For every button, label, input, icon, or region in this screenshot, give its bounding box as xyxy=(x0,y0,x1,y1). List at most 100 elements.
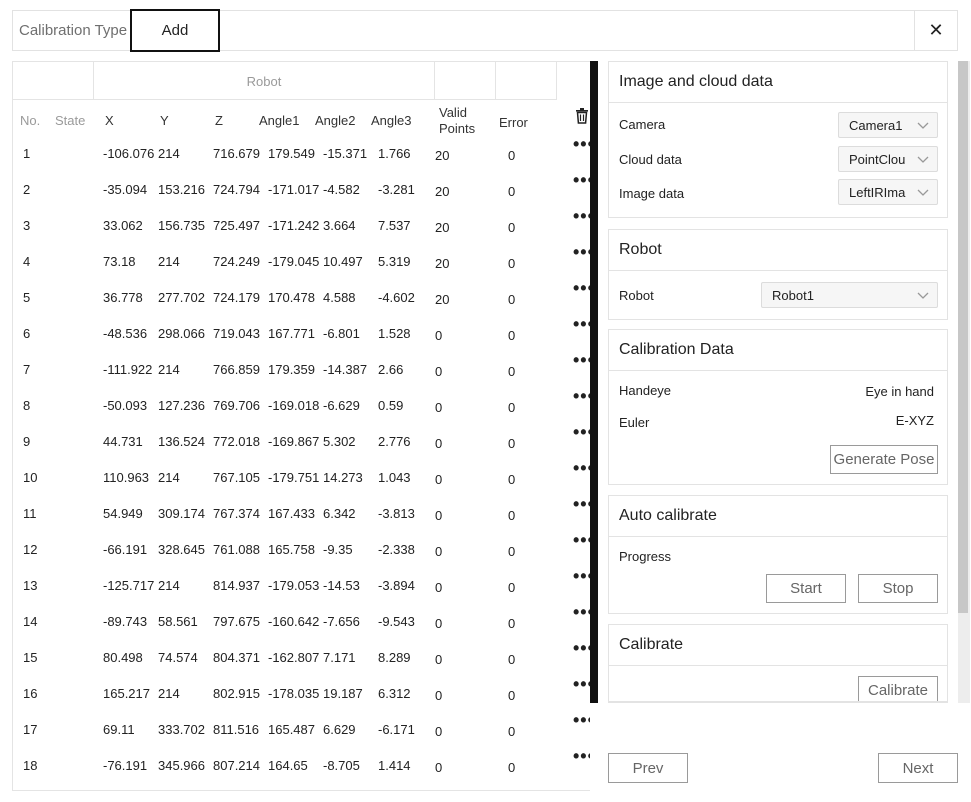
more-icon[interactable]: ••• xyxy=(573,350,590,370)
cell-angle1: -171.017 xyxy=(268,182,320,197)
more-icon[interactable]: ••• xyxy=(573,314,590,334)
col-x: X xyxy=(105,113,114,128)
more-icon[interactable]: ••• xyxy=(573,746,590,766)
cell-error: 0 xyxy=(508,148,516,163)
cell-y: 153.216 xyxy=(158,182,205,197)
table-row[interactable]: 2 -35.094 153.216 724.794 -171.017 -4.582 -3.2… xyxy=(13,170,590,206)
cell-y: 214 xyxy=(158,254,180,269)
table-row[interactable]: 6 -48.536 298.066 719.043 167.771 -6.801 1.528… xyxy=(13,314,590,350)
cloud-data-select[interactable]: PointClou xyxy=(838,146,938,172)
col-valid-points: Valid Points xyxy=(439,105,476,136)
prev-button[interactable]: Prev xyxy=(608,753,688,783)
cell-x: -35.094 xyxy=(103,182,148,197)
cell-angle2: 10.497 xyxy=(323,254,363,269)
more-icon[interactable]: ••• xyxy=(573,458,590,478)
col-z: Z xyxy=(215,113,223,128)
more-icon[interactable]: ••• xyxy=(573,494,590,514)
more-icon[interactable]: ••• xyxy=(573,566,590,586)
cell-angle1: 164.65 xyxy=(268,758,308,773)
image-data-select[interactable]: LeftIRIma xyxy=(838,179,938,205)
cell-valid-points: 0 xyxy=(435,364,443,379)
cell-valid-points: 0 xyxy=(435,328,443,343)
more-icon[interactable]: ••• xyxy=(573,242,590,262)
more-icon[interactable]: ••• xyxy=(573,638,590,658)
image-cloud-card: Image and cloud data Camera Camera1 Clou… xyxy=(608,61,948,218)
cell-angle3: -3.813 xyxy=(378,506,415,521)
table-row[interactable]: 10 110.963 214 767.105 -179.751 14.273 1.043 0 0… xyxy=(13,458,590,494)
table-row[interactable]: 1 -106.076 214 716.679 179.549 -15.371 1.766 20… xyxy=(13,134,590,170)
cell-valid-points: 0 xyxy=(435,616,443,631)
cell-valid-points: 0 xyxy=(435,472,443,487)
robot-select[interactable]: Robot1 xyxy=(761,282,938,308)
table-row[interactable]: 13 -125.717 214 814.937 -179.053 -14.53 -3.894… xyxy=(13,566,590,602)
more-icon[interactable]: ••• xyxy=(573,170,590,190)
cell-angle3: 1.766 xyxy=(378,146,411,161)
handeye-label: Handeye xyxy=(619,383,672,398)
cell-z: 807.214 xyxy=(213,758,260,773)
table-row[interactable]: 15 80.498 74.574 804.371 -162.807 7.171 8.289 0… xyxy=(13,638,590,674)
cell-no: 18 xyxy=(23,758,38,773)
cell-error: 0 xyxy=(508,652,516,667)
table-row[interactable]: 3 33.062 156.735 725.497 -171.242 3.664 7.537 2… xyxy=(13,206,590,242)
table-row[interactable]: 16 165.217 214 802.915 -178.035 19.187 6.312 0 0… xyxy=(13,674,590,710)
calibrate-button[interactable]: Calibrate xyxy=(858,676,938,703)
panel-scrollbar-thumb[interactable] xyxy=(958,61,968,613)
cell-valid-points: 20 xyxy=(435,148,450,163)
cell-angle3: 2.776 xyxy=(378,434,411,449)
table-row[interactable]: 5 36.778 277.702 724.179 170.478 4.588 -4.602 2… xyxy=(13,278,590,314)
cell-z: 811.516 xyxy=(213,722,260,737)
more-icon[interactable]: ••• xyxy=(573,674,590,694)
generate-pose-button[interactable]: Generate Pose xyxy=(830,445,938,474)
table-row[interactable]: 14 -89.743 58.561 797.675 -160.642 -7.656 -9.5… xyxy=(13,602,590,638)
table-row[interactable]: 4 73.18 214 724.249 -179.045 10.497 5.319 20 0 ••… xyxy=(13,242,590,278)
cell-z: 716.679 xyxy=(213,146,260,161)
cell-angle3: 0.59 xyxy=(378,398,404,413)
cell-angle2: -8.705 xyxy=(323,758,360,773)
start-button[interactable]: Start xyxy=(766,574,846,603)
add-button[interactable]: Add xyxy=(130,9,220,52)
cell-valid-points: 0 xyxy=(435,580,443,595)
table-row[interactable]: 7 -111.922 214 766.859 179.359 -14.387 2.66 0 0 •… xyxy=(13,350,590,386)
more-icon[interactable]: ••• xyxy=(573,602,590,622)
stop-button[interactable]: Stop xyxy=(858,574,938,603)
more-icon[interactable]: ••• xyxy=(573,710,590,730)
chevron-down-icon xyxy=(917,156,929,163)
cell-valid-points: 0 xyxy=(435,400,443,415)
auto-calibrate-title: Auto calibrate xyxy=(609,496,947,537)
more-icon[interactable]: ••• xyxy=(573,530,590,550)
cell-x: 165.217 xyxy=(103,686,150,701)
cell-error: 0 xyxy=(508,436,516,451)
table-row[interactable]: 12 -66.191 328.645 761.088 165.758 -9.35 -2.33… xyxy=(13,530,590,566)
col-y: Y xyxy=(160,113,169,128)
trash-icon[interactable] xyxy=(575,108,589,124)
cell-angle1: -162.807 xyxy=(268,650,320,665)
table-row[interactable]: 9 44.731 136.524 772.018 -169.867 5.302 2.776 0… xyxy=(13,422,590,458)
table-row[interactable]: 8 -50.093 127.236 769.706 -169.018 -6.629 0.59… xyxy=(13,386,590,422)
cell-angle1: -169.018 xyxy=(268,398,320,413)
cell-z: 802.915 xyxy=(213,686,260,701)
cell-no: 6 xyxy=(23,326,31,341)
cell-angle3: -3.281 xyxy=(378,182,415,197)
cell-z: 769.706 xyxy=(213,398,260,413)
more-icon[interactable]: ••• xyxy=(573,278,590,298)
table-row[interactable]: 17 69.11 333.702 811.516 165.487 6.629 -6.171 0… xyxy=(13,710,590,746)
next-button[interactable]: Next xyxy=(878,753,958,783)
cell-z: 724.249 xyxy=(213,254,260,269)
table-row[interactable]: 11 54.949 309.174 767.374 167.433 6.342 -3.813… xyxy=(13,494,590,530)
more-icon[interactable]: ••• xyxy=(573,386,590,406)
camera-select[interactable]: Camera1 xyxy=(838,112,938,138)
more-icon[interactable]: ••• xyxy=(573,134,590,154)
camera-label: Camera xyxy=(619,117,666,132)
cell-y: 309.174 xyxy=(158,506,205,521)
more-icon[interactable]: ••• xyxy=(573,206,590,226)
cell-z: 761.088 xyxy=(213,542,260,557)
calibrate-card: Calibrate Calibrate xyxy=(608,624,948,703)
cell-x: 36.778 xyxy=(103,290,143,305)
more-icon[interactable]: ••• xyxy=(573,422,590,442)
cell-angle2: -6.629 xyxy=(323,398,360,413)
cell-x: 73.18 xyxy=(103,254,136,269)
cell-error: 0 xyxy=(508,688,516,703)
calibration-table: Robot No. State X Y Z Angle1 Angle2 Angl… xyxy=(12,61,590,791)
table-row[interactable]: 18 -76.191 345.966 807.214 164.65 -8.705 1.414… xyxy=(13,746,590,782)
close-button[interactable]: ✕ xyxy=(914,11,957,50)
